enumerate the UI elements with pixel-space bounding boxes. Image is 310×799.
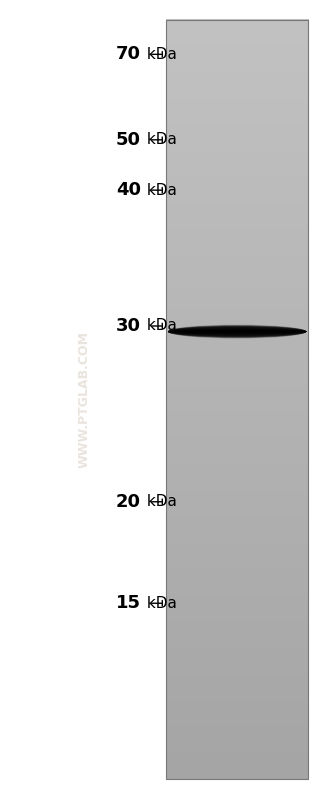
Text: WWW.PTGLAB.COM: WWW.PTGLAB.COM xyxy=(77,331,90,468)
Ellipse shape xyxy=(168,325,306,338)
Ellipse shape xyxy=(168,325,306,338)
Text: 70: 70 xyxy=(116,46,141,63)
Ellipse shape xyxy=(168,328,306,336)
Text: kDa: kDa xyxy=(142,47,177,62)
Ellipse shape xyxy=(168,325,306,338)
Bar xyxy=(166,20,308,779)
Ellipse shape xyxy=(168,330,306,333)
Ellipse shape xyxy=(168,324,306,339)
Ellipse shape xyxy=(168,327,306,336)
Ellipse shape xyxy=(168,326,306,337)
Ellipse shape xyxy=(168,330,306,333)
Ellipse shape xyxy=(168,327,306,336)
Text: 50: 50 xyxy=(116,131,141,149)
Ellipse shape xyxy=(168,328,306,336)
Ellipse shape xyxy=(168,330,306,333)
Ellipse shape xyxy=(168,326,306,337)
Text: kDa: kDa xyxy=(142,319,177,333)
Text: 40: 40 xyxy=(116,181,141,199)
Ellipse shape xyxy=(168,326,306,337)
Ellipse shape xyxy=(168,328,306,336)
Ellipse shape xyxy=(168,325,306,338)
Ellipse shape xyxy=(168,330,306,333)
Ellipse shape xyxy=(168,329,306,334)
Ellipse shape xyxy=(168,330,306,333)
Ellipse shape xyxy=(168,327,306,336)
Ellipse shape xyxy=(168,326,306,337)
Ellipse shape xyxy=(168,326,306,337)
Text: kDa: kDa xyxy=(142,596,177,610)
Text: 30: 30 xyxy=(116,317,141,335)
Ellipse shape xyxy=(168,328,306,335)
Ellipse shape xyxy=(168,329,306,334)
Ellipse shape xyxy=(168,327,306,336)
Ellipse shape xyxy=(168,328,306,336)
Text: kDa: kDa xyxy=(142,133,177,147)
Ellipse shape xyxy=(168,330,306,333)
Ellipse shape xyxy=(168,329,306,334)
Ellipse shape xyxy=(168,328,306,335)
Ellipse shape xyxy=(168,329,306,334)
Ellipse shape xyxy=(168,328,306,335)
Ellipse shape xyxy=(168,328,306,336)
Text: kDa: kDa xyxy=(142,495,177,509)
Text: 15: 15 xyxy=(116,594,141,612)
Ellipse shape xyxy=(168,325,306,338)
Text: 20: 20 xyxy=(116,493,141,511)
Text: kDa: kDa xyxy=(142,183,177,197)
Ellipse shape xyxy=(168,327,306,336)
Ellipse shape xyxy=(168,328,306,335)
Ellipse shape xyxy=(168,328,306,335)
Ellipse shape xyxy=(168,326,306,337)
Ellipse shape xyxy=(168,329,306,334)
